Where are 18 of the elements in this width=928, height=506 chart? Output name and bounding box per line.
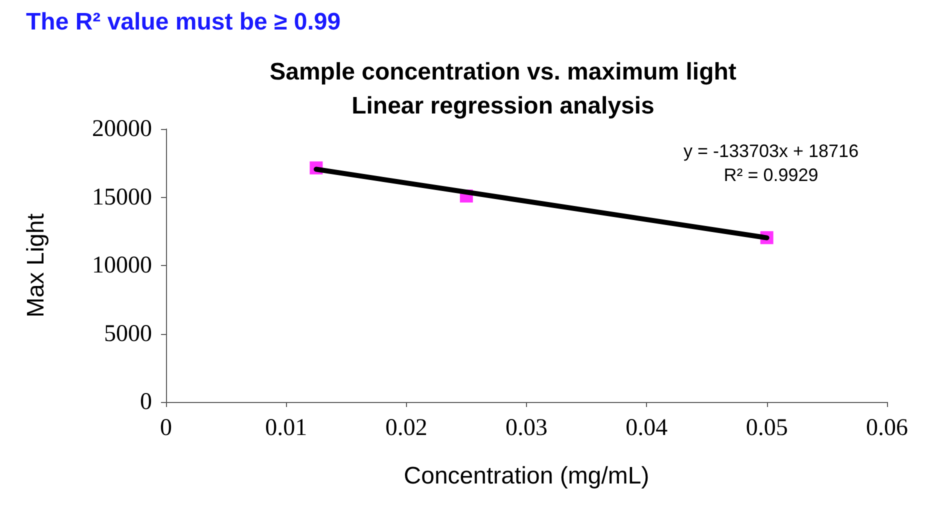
x-tick-label: 0.06 xyxy=(866,415,908,441)
x-tick-label: 0 xyxy=(160,415,172,441)
y-tick-label: 20000 xyxy=(92,116,152,142)
x-tick-label: 0.02 xyxy=(385,415,428,441)
annotation: R² = 0.9929 xyxy=(724,165,818,185)
y-axis-title: Max Light xyxy=(22,213,50,318)
y-tick-label: 5000 xyxy=(104,320,152,347)
x-tick-label: 0.04 xyxy=(626,415,668,441)
y-tick-label: 0 xyxy=(140,389,152,415)
x-tick-label: 0.01 xyxy=(265,415,308,441)
y-tick-label: 10000 xyxy=(92,252,152,278)
text: The R² value must be ≥ 0.99 xyxy=(26,8,341,36)
x-tick-label: 0.03 xyxy=(506,415,548,441)
x-tick-label: 0.05 xyxy=(746,415,788,441)
y-tick-label: 15000 xyxy=(92,184,152,210)
annotation: y = -133703x + 18716 xyxy=(683,141,859,161)
chart-title: Sample concentration vs. maximum light Linear regression analysis xyxy=(270,58,736,120)
x-axis-title: Concentration (mg/mL) xyxy=(404,462,650,490)
